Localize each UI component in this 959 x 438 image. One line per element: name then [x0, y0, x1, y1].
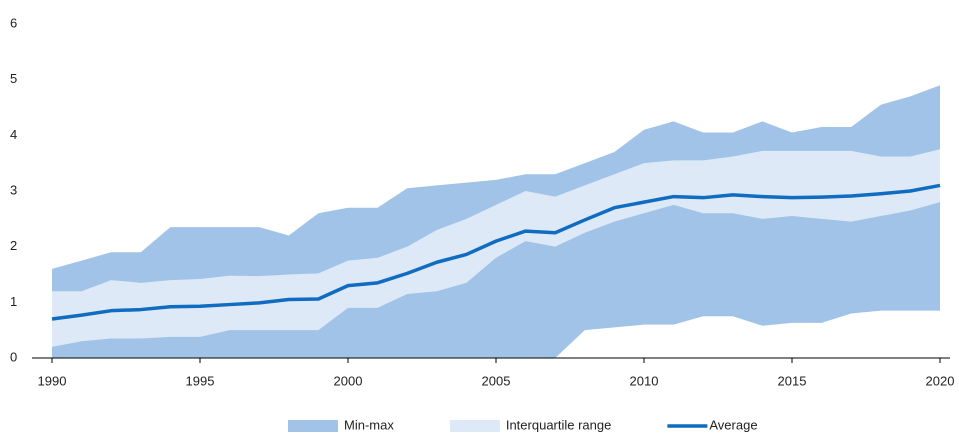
y-tick-label: 0 [10, 349, 17, 364]
legend-label: Average [709, 417, 757, 432]
y-tick-label: 2 [10, 238, 17, 253]
y-tick-label: 1 [10, 294, 17, 309]
legend-swatch [288, 420, 338, 432]
x-tick-label: 2000 [334, 373, 363, 388]
x-tick-label: 1995 [186, 373, 215, 388]
y-tick-label: 3 [10, 182, 17, 197]
average-line [51, 183, 941, 321]
legend-label: Interquartile range [506, 417, 612, 432]
band-area [52, 149, 940, 347]
y-tick-label: 6 [10, 15, 17, 30]
y-tick-label: 4 [10, 127, 17, 142]
legend-label: Min-max [344, 417, 394, 432]
x-tick-label: 2015 [778, 373, 807, 388]
legend-swatch [449, 420, 500, 432]
x-tick-label: 1990 [38, 373, 67, 388]
x-tick-label: 2020 [926, 373, 955, 388]
x-tick-label: 2010 [630, 373, 659, 388]
y-tick-label: 5 [10, 71, 17, 86]
x-tick-label: 2005 [482, 373, 511, 388]
